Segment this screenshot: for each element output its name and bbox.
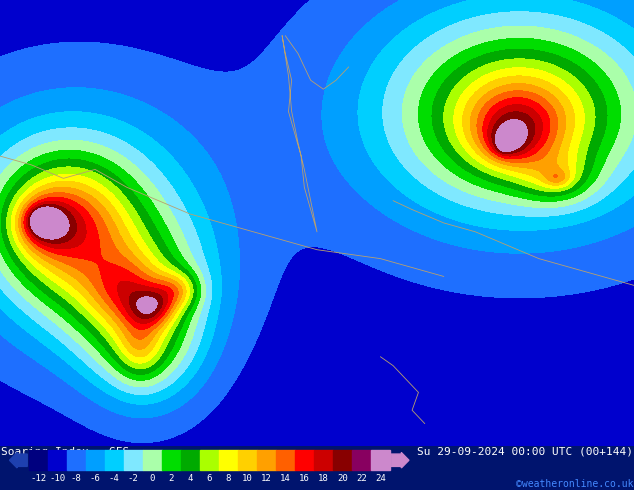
Text: 20: 20 xyxy=(337,474,347,483)
Text: 10: 10 xyxy=(242,474,252,483)
Text: Soaring Index   GFS: Soaring Index GFS xyxy=(1,447,129,457)
Bar xyxy=(200,450,219,470)
FancyArrow shape xyxy=(391,453,409,468)
Bar xyxy=(257,450,276,470)
Bar xyxy=(219,450,238,470)
Text: 18: 18 xyxy=(318,474,328,483)
Bar xyxy=(86,450,105,470)
Text: -6: -6 xyxy=(90,474,100,483)
Text: 4: 4 xyxy=(188,474,193,483)
Bar xyxy=(143,450,162,470)
FancyArrow shape xyxy=(10,453,27,468)
Text: Su 29-09-2024 00:00 UTC (00+144): Su 29-09-2024 00:00 UTC (00+144) xyxy=(417,447,633,457)
Text: 2: 2 xyxy=(169,474,174,483)
Bar xyxy=(276,450,295,470)
Bar xyxy=(48,450,67,470)
Bar xyxy=(371,450,390,470)
Text: -4: -4 xyxy=(109,474,119,483)
Bar xyxy=(29,450,48,470)
Bar xyxy=(333,450,352,470)
Text: 12: 12 xyxy=(261,474,271,483)
Text: -2: -2 xyxy=(128,474,138,483)
Bar xyxy=(105,450,124,470)
Text: -8: -8 xyxy=(71,474,81,483)
Bar xyxy=(295,450,314,470)
Text: 0: 0 xyxy=(150,474,155,483)
Text: 8: 8 xyxy=(226,474,231,483)
Text: -10: -10 xyxy=(49,474,65,483)
Text: ©weatheronline.co.uk: ©weatheronline.co.uk xyxy=(516,479,633,489)
Text: -12: -12 xyxy=(30,474,46,483)
Bar xyxy=(67,450,86,470)
Text: 6: 6 xyxy=(207,474,212,483)
Bar xyxy=(238,450,257,470)
Bar xyxy=(314,450,333,470)
Text: 24: 24 xyxy=(375,474,385,483)
Bar xyxy=(352,450,371,470)
Text: 16: 16 xyxy=(299,474,309,483)
Text: 14: 14 xyxy=(280,474,290,483)
Bar xyxy=(162,450,181,470)
Text: 22: 22 xyxy=(356,474,366,483)
Bar xyxy=(181,450,200,470)
Bar xyxy=(124,450,143,470)
